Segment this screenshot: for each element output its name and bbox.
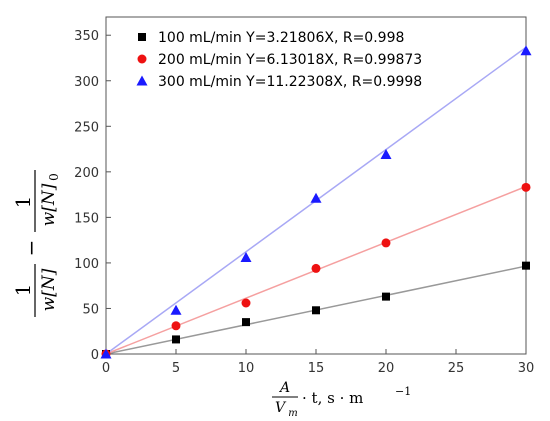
legend-marker-series-3: [136, 75, 148, 86]
y-label-den-a: w[N]: [39, 268, 59, 311]
y-tick-label: 350: [74, 29, 99, 44]
x-label-denominator-sub: m: [288, 408, 297, 419]
y-tick-label: 0: [91, 348, 99, 363]
data-point-series-1: [522, 261, 530, 270]
y-tick-label: 100: [74, 257, 99, 272]
y-axis-label: 1 w[N] − 1 w[N] 0: [11, 170, 61, 317]
y-label-den-b-sub: 0: [47, 173, 61, 181]
data-point-series-1: [382, 292, 390, 301]
data-point-series-1: [242, 318, 250, 327]
x-axis-label: A V m · t, s · m −1: [272, 380, 411, 419]
y-label-minus: −: [19, 240, 43, 257]
data-point-series-1: [172, 335, 180, 344]
data-point-series-2: [381, 238, 391, 248]
y-label-den-b: w[N]: [39, 183, 59, 226]
y-tick-label: 250: [74, 120, 99, 135]
x-tick-label: 30: [518, 361, 535, 376]
legend-marker-series-1: [138, 33, 146, 41]
y-tick-label: 200: [74, 166, 99, 181]
y-tick-label: 150: [74, 211, 99, 226]
data-point-series-3: [170, 304, 182, 315]
data-point-series-2: [241, 298, 251, 308]
x-label-numerator: A: [278, 380, 290, 396]
y-label-one-b: 1: [11, 196, 35, 209]
data-point-series-3: [100, 348, 112, 359]
legend-label-series-3: 300 mL/min Y=11.22308X, R=0.9998: [158, 74, 422, 90]
legend-marker-series-2: [137, 54, 147, 64]
y-tick-label: 50: [82, 302, 99, 317]
data-point-series-3: [520, 45, 532, 56]
data-point-series-2: [311, 263, 321, 273]
data-point-series-2: [521, 182, 531, 192]
y-label-one-a: 1: [11, 284, 35, 297]
x-label-denominator: V: [275, 400, 287, 416]
y-tick-label: 300: [74, 75, 99, 90]
x-tick-label: 25: [448, 361, 465, 376]
legend-label-series-2: 200 mL/min Y=6.13018X, R=0.99873: [158, 52, 422, 68]
x-tick-label: 20: [378, 361, 395, 376]
data-point-series-2: [171, 321, 181, 331]
data-point-series-1: [312, 306, 320, 315]
x-label-rest: · t, s · m: [302, 389, 363, 407]
data-point-series-3: [310, 192, 322, 203]
x-tick-label: 15: [308, 361, 325, 376]
x-tick-label: 5: [172, 361, 180, 376]
data-point-series-3: [380, 149, 392, 160]
x-label-exponent: −1: [395, 385, 411, 398]
x-tick-label: 10: [238, 361, 255, 376]
x-tick-label: 0: [102, 361, 110, 376]
data-point-series-3: [240, 251, 252, 262]
legend-label-series-1: 100 mL/min Y=3.21806X, R=0.998: [158, 30, 404, 46]
